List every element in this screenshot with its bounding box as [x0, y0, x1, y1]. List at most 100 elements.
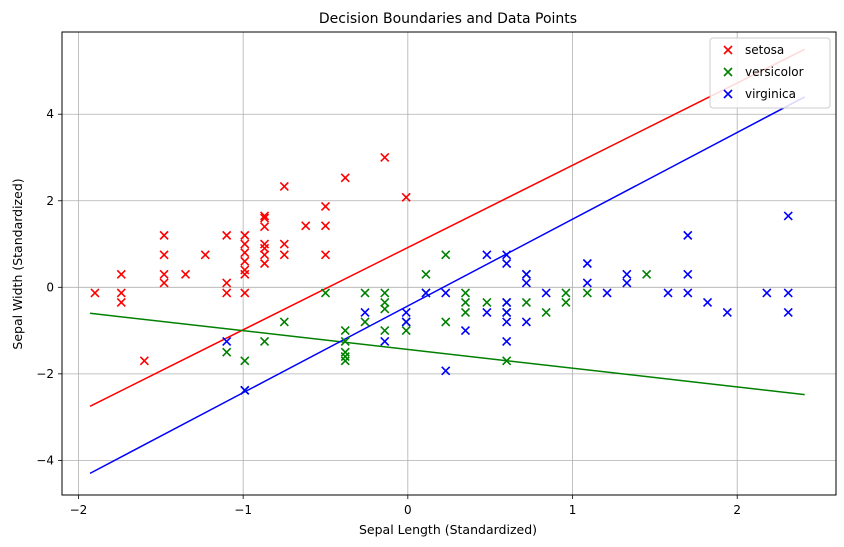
point-setosa	[200, 250, 210, 260]
point-versicolor	[340, 326, 350, 336]
point-setosa	[401, 192, 411, 202]
point-virginica	[783, 288, 793, 298]
point-versicolor	[401, 326, 411, 336]
point-virginica	[240, 385, 250, 395]
legend-label-versicolor: versicolor	[745, 65, 804, 79]
point-virginica	[762, 288, 772, 298]
legend-label-virginica: virginica	[745, 87, 796, 101]
point-setosa	[259, 243, 270, 253]
point-virginica	[401, 317, 411, 327]
point-virginica	[502, 250, 512, 260]
y-tick-label: −4	[36, 453, 54, 467]
point-setosa	[320, 221, 331, 231]
point-versicolor	[240, 356, 250, 366]
point-virginica	[622, 278, 632, 288]
point-versicolor	[441, 317, 451, 327]
point-setosa	[279, 250, 289, 260]
y-tick-label: 4	[46, 107, 54, 121]
x-axis-label: Sepal Length (Standardized)	[359, 522, 537, 537]
point-setosa	[259, 250, 270, 260]
point-virginica	[441, 366, 451, 376]
point-virginica	[783, 307, 793, 317]
point-virginica	[380, 336, 390, 346]
point-virginica	[421, 288, 431, 298]
point-virginica	[582, 258, 592, 269]
legend: setosa versicolor virginica	[709, 37, 831, 109]
x-tick-label: 1	[569, 503, 577, 517]
point-versicolor	[502, 356, 512, 366]
point-versicolor	[360, 288, 370, 298]
point-versicolor	[460, 307, 471, 317]
point-setosa	[222, 278, 232, 288]
point-virginica	[622, 269, 632, 279]
point-virginica	[502, 258, 512, 269]
point-versicolor	[460, 288, 471, 298]
point-setosa	[159, 269, 169, 279]
y-tick-label: −2	[36, 367, 54, 381]
legend-marker-virginica	[723, 89, 733, 99]
point-virginica	[222, 336, 232, 346]
point-versicolor	[259, 336, 270, 346]
boundary-line-versicolor	[89, 312, 805, 396]
point-versicolor	[222, 347, 232, 357]
point-versicolor	[279, 317, 289, 327]
point-versicolor	[380, 304, 390, 314]
boundary-line-virginica	[89, 96, 806, 475]
point-versicolor	[642, 269, 652, 279]
point-setosa	[159, 230, 169, 240]
plot-frame	[61, 31, 837, 496]
point-versicolor	[340, 336, 350, 346]
chart-title: Decision Boundaries and Data Points	[319, 11, 577, 27]
x-tick-label: 2	[733, 503, 741, 517]
point-setosa	[279, 239, 289, 249]
x-tick-label: −2	[70, 503, 88, 517]
plot-area	[89, 48, 806, 475]
point-virginica	[663, 288, 673, 298]
point-setosa	[240, 288, 250, 298]
point-virginica	[602, 288, 612, 298]
point-setosa	[240, 230, 250, 240]
point-virginica	[722, 307, 732, 317]
point-setosa	[139, 356, 149, 366]
point-setosa	[240, 256, 250, 266]
boundary-line-setosa	[89, 48, 806, 407]
point-setosa	[259, 222, 270, 232]
x-tick-label: 0	[404, 503, 412, 517]
point-virginica	[482, 250, 492, 260]
point-setosa	[240, 239, 250, 249]
point-virginica	[783, 211, 793, 221]
y-tick-label: 2	[46, 194, 54, 208]
point-virginica	[683, 269, 693, 279]
x-tick-label: −1	[234, 503, 252, 517]
point-versicolor	[340, 351, 350, 362]
point-setosa	[159, 278, 169, 288]
point-virginica	[441, 288, 451, 298]
legend-box	[709, 37, 831, 109]
point-setosa	[116, 288, 126, 298]
point-setosa	[116, 269, 126, 279]
point-setosa	[240, 269, 250, 279]
point-virginica	[502, 336, 512, 346]
point-versicolor	[380, 297, 390, 308]
point-versicolor	[421, 269, 431, 279]
legend-marker-setosa	[723, 45, 733, 55]
data-points	[90, 152, 793, 395]
y-axis-label: Sepal Width (Standardized)	[10, 178, 25, 349]
point-virginica	[502, 297, 512, 308]
point-setosa	[301, 221, 311, 231]
point-setosa	[259, 258, 270, 269]
y-tick-label: 0	[46, 280, 54, 294]
point-setosa	[116, 297, 126, 308]
point-virginica	[482, 307, 492, 317]
point-versicolor	[380, 326, 390, 336]
point-virginica	[702, 297, 713, 308]
point-versicolor	[582, 288, 592, 298]
point-setosa	[320, 250, 331, 260]
point-virginica	[401, 307, 411, 317]
point-versicolor	[380, 288, 390, 298]
point-versicolor	[460, 297, 471, 308]
point-setosa	[380, 152, 390, 163]
point-virginica	[521, 269, 531, 279]
y-axis-ticks: −4 −2 0 2 4	[36, 107, 62, 467]
